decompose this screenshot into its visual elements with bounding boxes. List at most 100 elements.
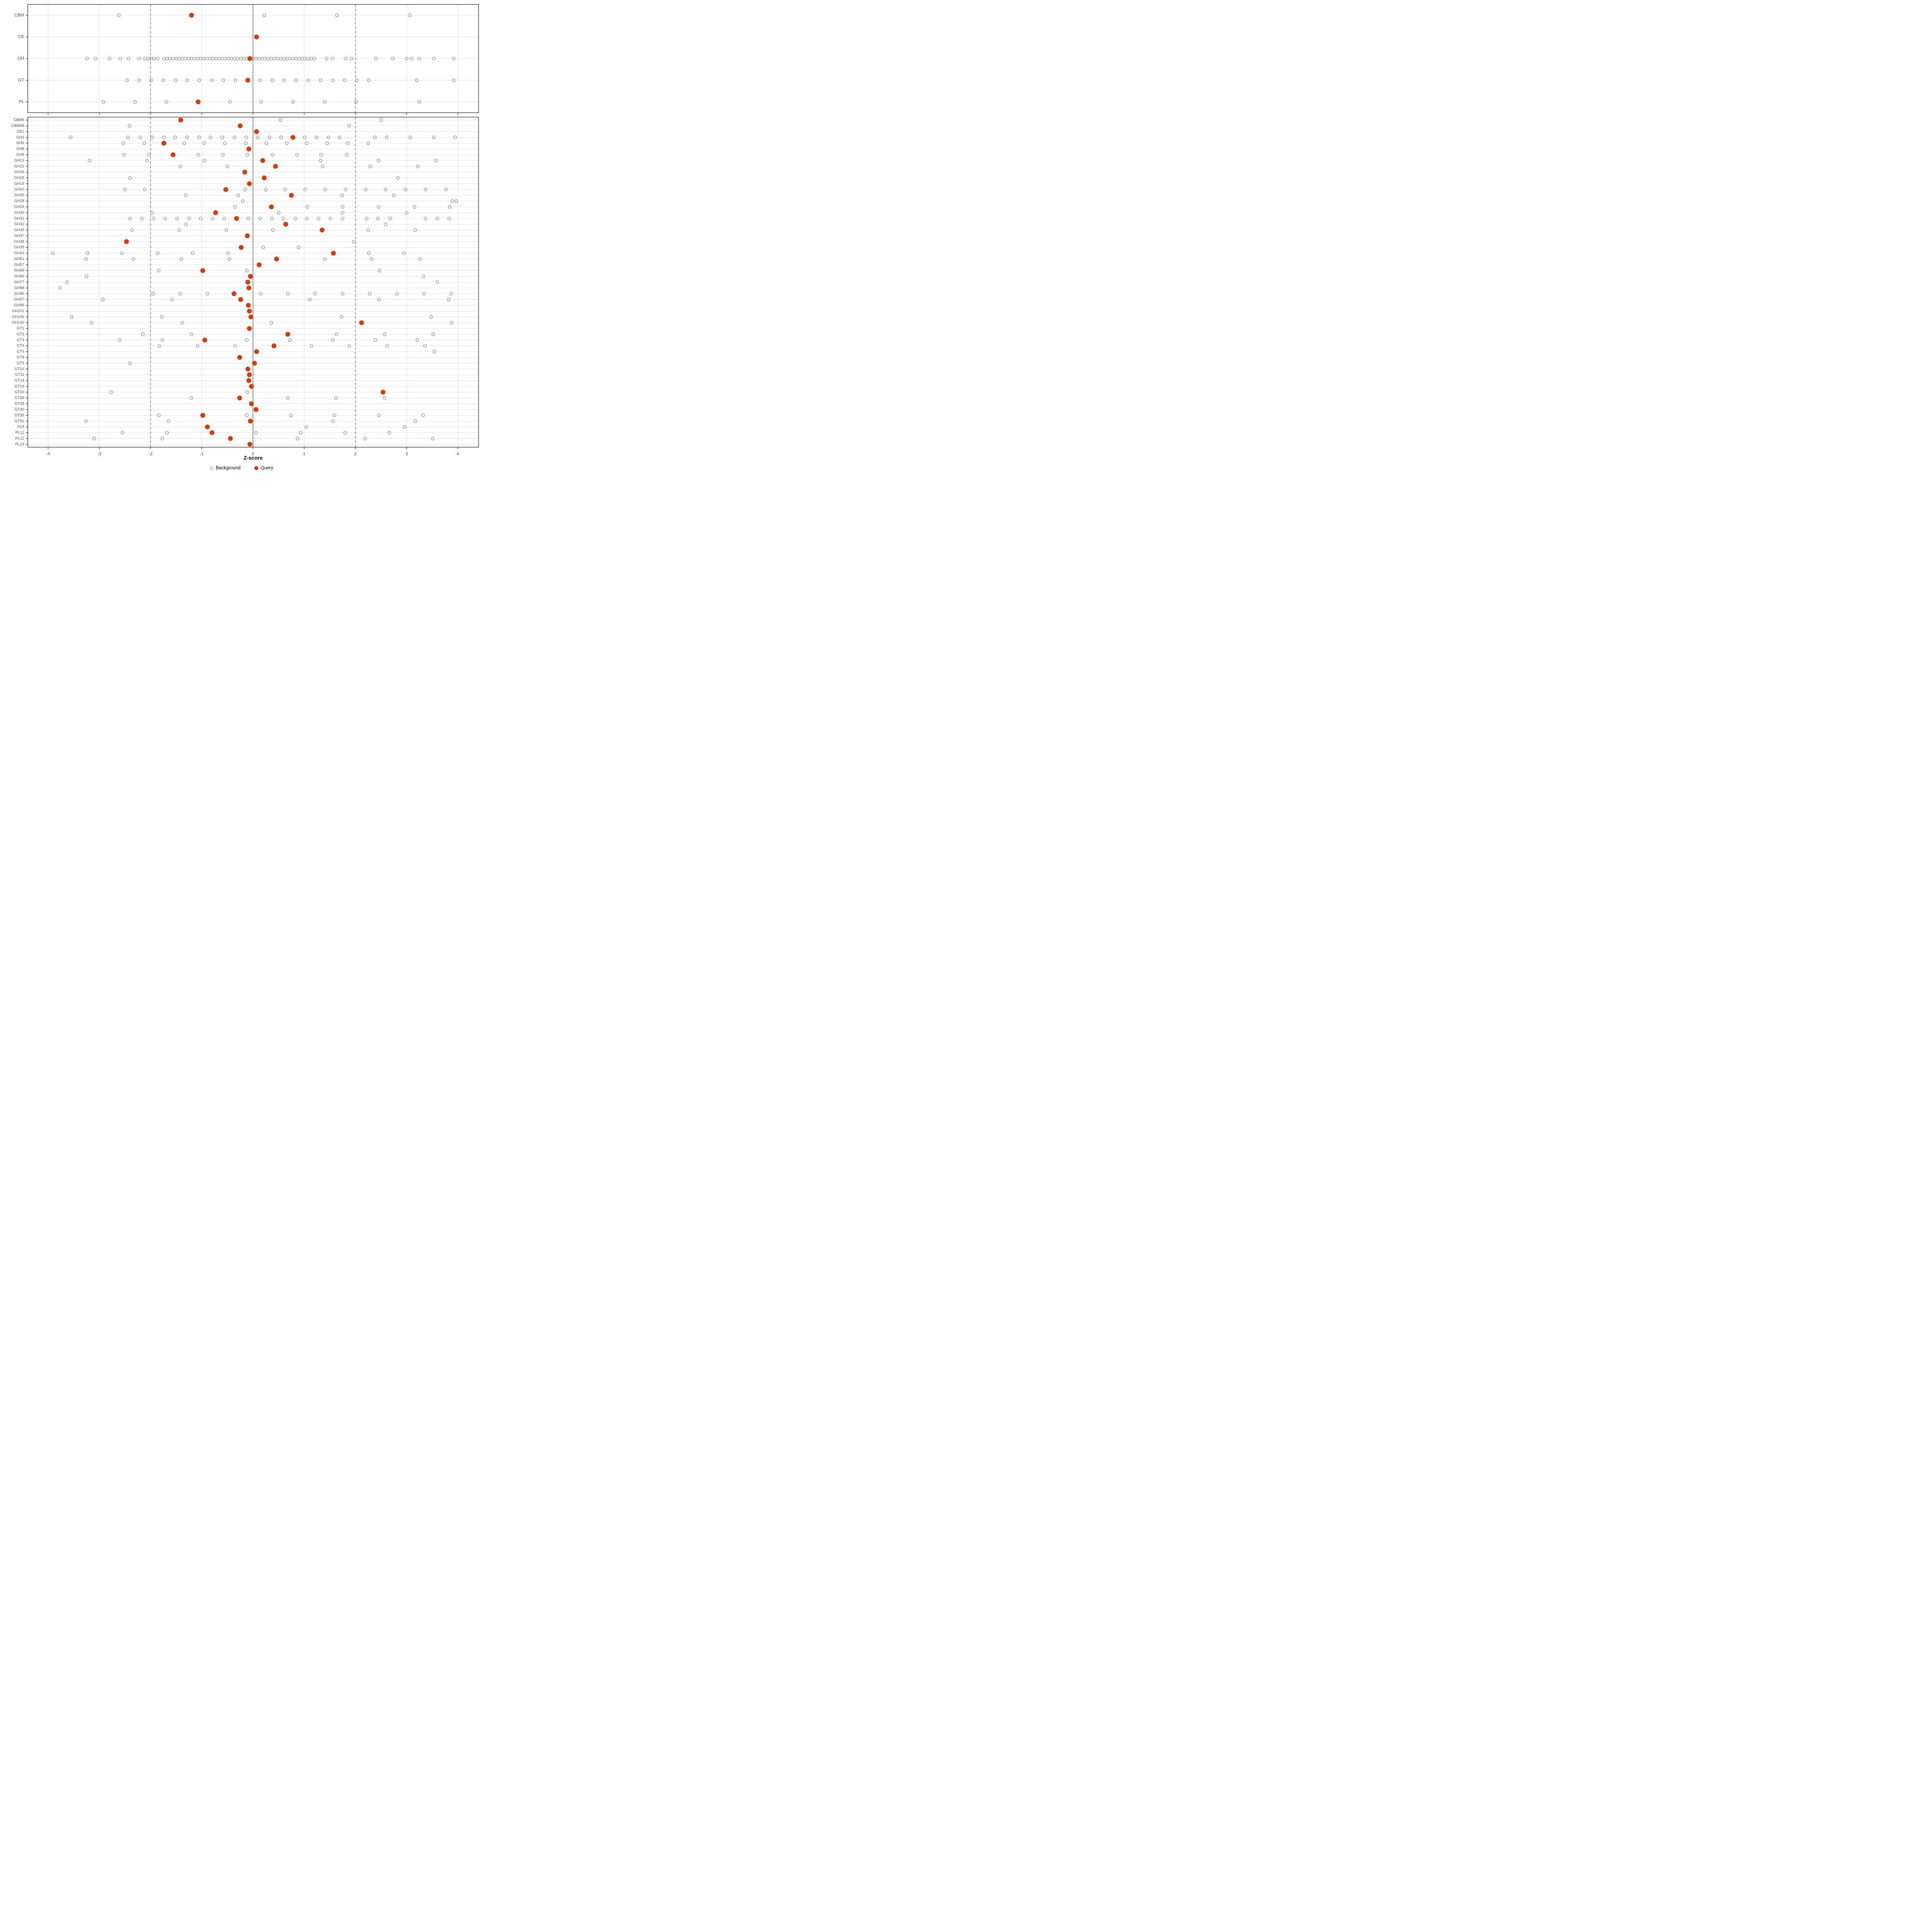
y-axis-label: GT14 (14, 378, 24, 383)
background-point (319, 78, 322, 82)
query-point (320, 227, 325, 233)
zscore-dotplot-chart: CBMCEGHGTPLCBM6CBM48CE1GH3GH5GH8GH9GH13G… (11, 4, 479, 456)
background-point (244, 188, 247, 192)
y-axis-label: GT51 (14, 419, 24, 423)
query-point (256, 262, 262, 267)
background-point (128, 176, 132, 180)
background-point (367, 78, 371, 82)
background-point (160, 338, 164, 342)
y-axis-label: GH88 (14, 286, 24, 290)
background-point (180, 321, 184, 325)
query-point (228, 436, 233, 441)
query-point (359, 320, 364, 325)
background-point (286, 396, 290, 400)
y-axis-label: GH130 (12, 320, 24, 325)
background-point (363, 437, 367, 440)
background-point (313, 292, 317, 296)
query-point (289, 193, 294, 198)
background-point (341, 292, 345, 296)
y-axis-label: GH99 (14, 303, 24, 308)
y-axis-label: GH33 (14, 228, 24, 232)
y-axis-label: PL11 (16, 431, 24, 435)
background-point (424, 188, 427, 192)
background-point (128, 361, 132, 365)
x-axis-tick-label: -2 (149, 452, 153, 456)
background-point (388, 217, 392, 221)
query-point (245, 280, 250, 285)
background-point (330, 57, 334, 60)
query-point (260, 158, 265, 163)
background-point (323, 188, 327, 192)
y-axis-label: GH30 (14, 211, 24, 215)
background-point (223, 141, 227, 145)
query-point (247, 442, 252, 447)
query-point (246, 285, 252, 291)
background-point (58, 286, 62, 290)
background-point (270, 78, 275, 82)
background-point (202, 159, 206, 163)
y-axis-label: GH29 (14, 204, 24, 209)
query-point (245, 78, 250, 83)
background-point (424, 217, 427, 221)
background-point (343, 431, 347, 435)
background-point (452, 78, 456, 82)
background-point (157, 413, 161, 417)
background-point (233, 136, 236, 139)
query-point (196, 99, 201, 105)
query-point (254, 407, 259, 412)
background-point (101, 100, 105, 104)
x-axis-tick-label: 0 (252, 452, 254, 456)
background-point (261, 246, 265, 249)
query-point (246, 378, 252, 383)
background-point (180, 257, 183, 261)
background-point (305, 217, 309, 221)
background-point (117, 13, 121, 17)
y-axis-label: GT10 (14, 367, 24, 371)
background-point (246, 153, 249, 157)
background-point (347, 124, 351, 128)
x-axis-tick-label: -1 (200, 452, 204, 456)
background-point (340, 193, 344, 197)
query-point (246, 147, 252, 152)
background-point (422, 292, 426, 296)
x-axis-tick-label: 1 (303, 452, 305, 456)
background-point (69, 136, 72, 139)
background-point (202, 141, 206, 145)
background-point (256, 136, 260, 139)
background-point (128, 217, 132, 221)
query-point (262, 175, 267, 181)
y-axis-label: GH31 (14, 216, 24, 221)
background-point (241, 199, 245, 203)
query-point (189, 12, 194, 18)
background-point (408, 136, 412, 139)
query-point (254, 349, 259, 354)
query-point (239, 245, 244, 250)
background-point (187, 217, 191, 221)
background-point (332, 413, 336, 417)
background-point (418, 257, 422, 261)
background-point (175, 217, 179, 221)
query-point (254, 129, 259, 134)
y-axis-label: GH15 (14, 164, 24, 169)
background-point (378, 268, 382, 272)
background-point (162, 136, 166, 139)
background-point (165, 431, 169, 435)
background-point (283, 188, 287, 192)
background-point (178, 292, 182, 296)
background-point (374, 338, 377, 342)
background-point (338, 136, 341, 139)
background-point (160, 315, 164, 319)
background-point (402, 425, 407, 429)
background-point (402, 251, 406, 255)
query-point (273, 164, 278, 169)
background-point (391, 57, 395, 60)
background-point (184, 222, 188, 226)
background-point (244, 141, 248, 145)
query-point (237, 395, 242, 400)
y-axis-label: GT19 (14, 384, 24, 388)
background-point (432, 136, 436, 139)
background-point (408, 13, 412, 17)
background-point (196, 153, 200, 157)
background-point (321, 164, 324, 168)
query-point (237, 355, 242, 360)
